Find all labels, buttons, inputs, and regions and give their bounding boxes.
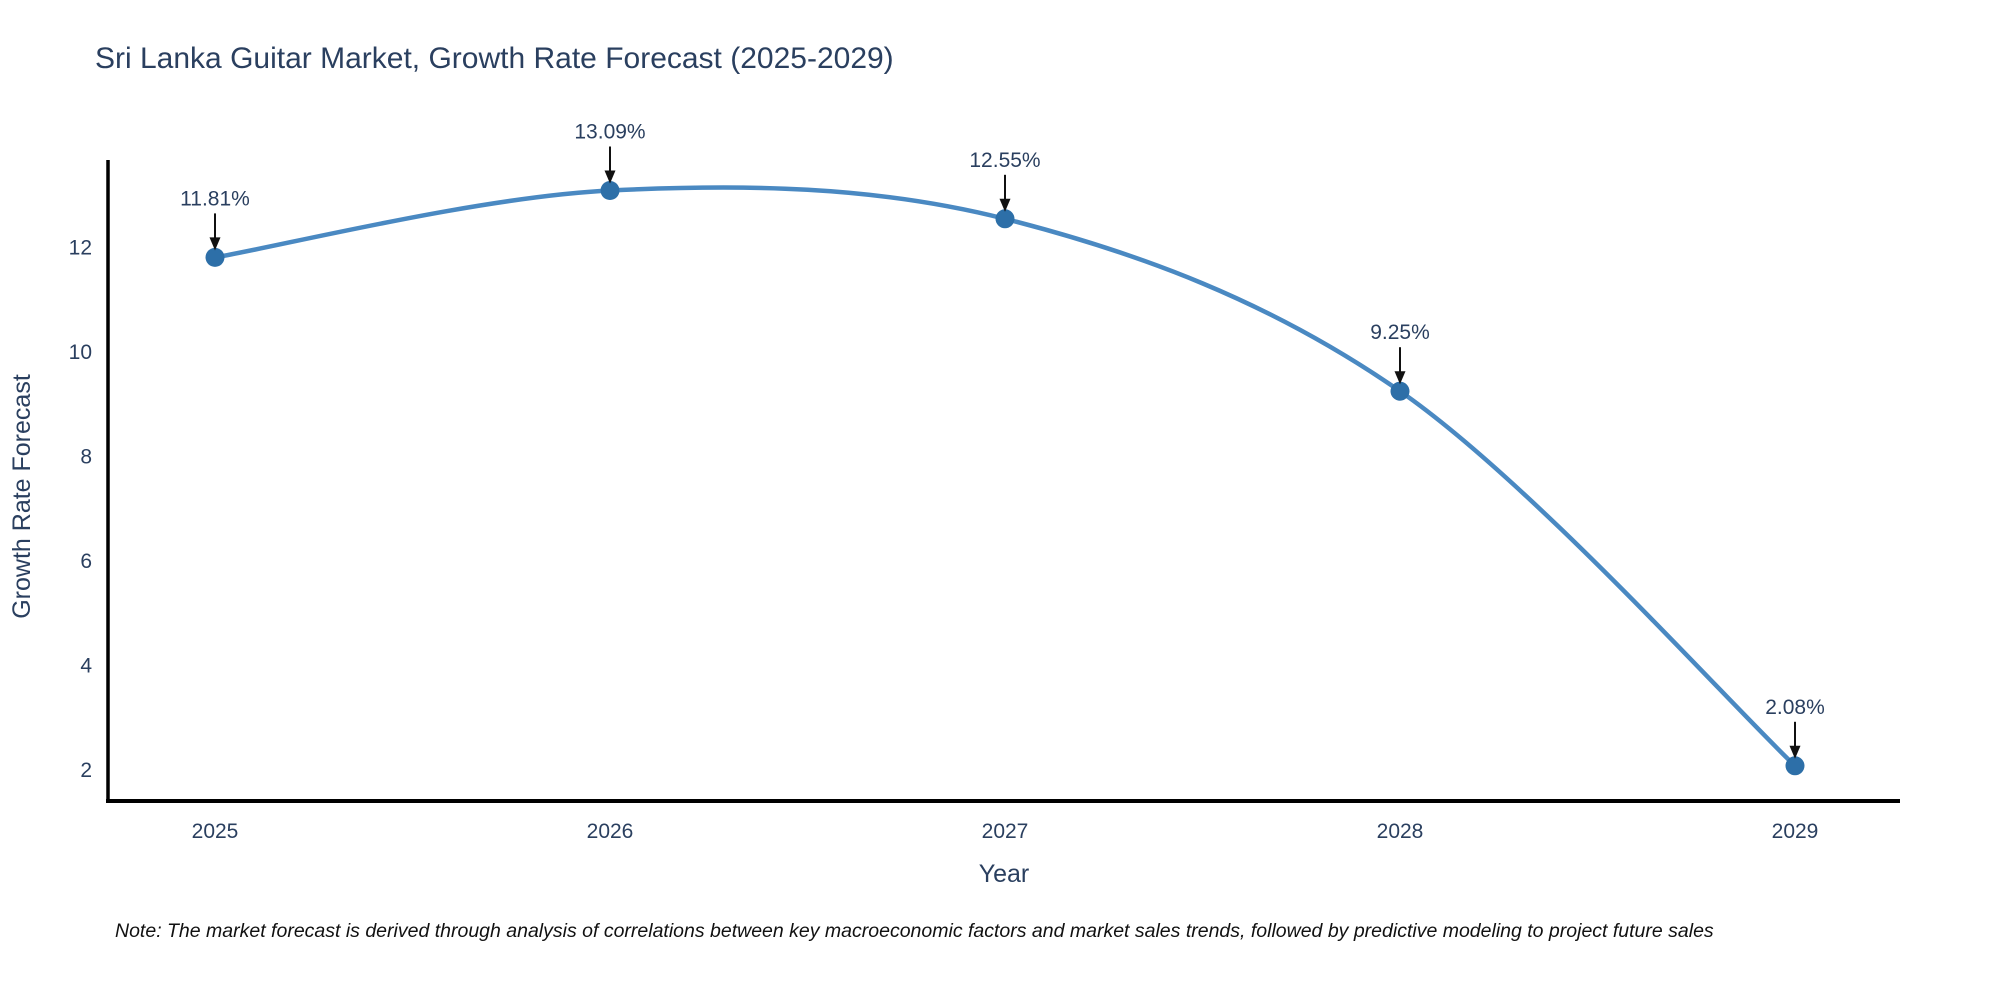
y-tick-label: 4	[80, 655, 92, 678]
annotation-arrowhead	[999, 198, 1011, 212]
y-axis-title: Growth Rate Forecast	[8, 374, 36, 619]
x-axis-title: Year	[979, 860, 1030, 888]
annotation-arrowhead	[1394, 371, 1406, 385]
annotation: 2.08%	[1765, 696, 1825, 759]
y-tick-label: 6	[80, 550, 92, 573]
annotation: 13.09%	[574, 121, 646, 184]
chart-title: Sri Lanka Guitar Market, Growth Rate For…	[95, 42, 894, 75]
annotation: 9.25%	[1370, 321, 1430, 385]
data-point-marker[interactable]	[1785, 756, 1805, 776]
annotation-label: 12.55%	[969, 149, 1040, 172]
annotation-arrowhead	[1789, 745, 1801, 759]
annotation-label: 2.08%	[1765, 696, 1825, 719]
data-point-marker[interactable]	[600, 181, 620, 200]
x-tick-label: 2028	[1377, 820, 1424, 843]
annotation-label: 9.25%	[1370, 321, 1430, 344]
x-tick-label: 2026	[587, 820, 634, 843]
x-tick-label: 2025	[192, 820, 239, 843]
footnote: Note: The market forecast is derived thr…	[115, 920, 1714, 942]
y-tick-label: 8	[80, 446, 92, 469]
y-tick-label: 12	[69, 237, 92, 260]
data-point-marker[interactable]	[995, 209, 1015, 229]
y-tick-label: 10	[69, 341, 92, 364]
y-tick-label: 2	[80, 759, 92, 782]
data-point-marker[interactable]	[205, 247, 225, 267]
annotation-arrowhead	[209, 237, 221, 251]
annotation-label: 11.81%	[180, 187, 250, 210]
annotation-label: 13.09%	[574, 121, 645, 144]
x-tick-label: 2027	[982, 820, 1029, 843]
x-tick-label: 2029	[1772, 820, 1819, 843]
annotation: 12.55%	[969, 149, 1041, 212]
data-point-marker[interactable]	[1390, 381, 1410, 401]
trend-line	[212, 185, 1798, 769]
annotation-arrowhead	[604, 170, 616, 184]
annotation: 11.81%	[180, 187, 250, 251]
